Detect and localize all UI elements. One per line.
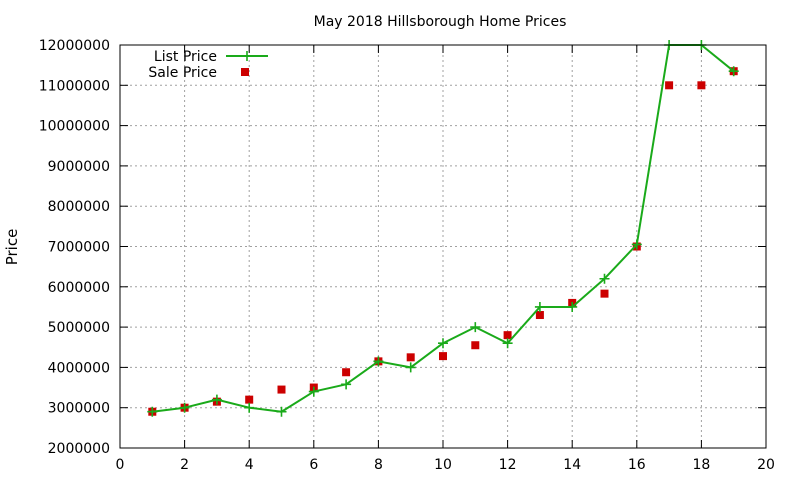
y-tick-label: 3000000 — [48, 401, 110, 417]
x-tick-label: 18 — [692, 457, 710, 473]
axis-ticks: 2000000 3000000 4000000 5000000 6000000 70000… — [39, 38, 775, 473]
list-price-marker — [534, 301, 545, 312]
sale-price-marker — [277, 385, 286, 394]
list-price-marker — [244, 402, 255, 413]
legend-swatch-sale-price — [241, 68, 249, 76]
list-price-marker — [599, 273, 610, 284]
y-tick-label: 10000000 — [39, 119, 110, 135]
legend-swatch-list-price-marker — [242, 51, 252, 61]
list-price-marker — [179, 402, 190, 413]
list-price-marker — [631, 239, 642, 250]
x-tick-label: 10 — [434, 457, 452, 473]
y-tick-label: 8000000 — [48, 199, 110, 215]
list-price-marker — [211, 394, 222, 405]
list-price-marker — [276, 406, 287, 417]
list-price-marker — [470, 322, 481, 333]
list-price-marker — [341, 379, 352, 390]
x-tick-label: 4 — [245, 457, 254, 473]
sale-price-marker — [697, 81, 706, 90]
y-tick-label: 4000000 — [48, 360, 110, 376]
sale-price-marker — [600, 289, 609, 298]
legend-label-sale-price: Sale Price — [148, 65, 217, 81]
grid-lines — [120, 45, 766, 448]
sale-price-marker — [342, 368, 351, 377]
list-price-marker — [147, 406, 158, 417]
sale-price-marker — [503, 331, 512, 340]
x-tick-label: 14 — [563, 457, 581, 473]
x-tick-label: 8 — [374, 457, 383, 473]
list-price-marker — [728, 66, 739, 77]
plot-frame — [119, 44, 767, 449]
y-tick-label: 6000000 — [48, 280, 110, 296]
y-tick-label: 5000000 — [48, 320, 110, 336]
x-tick-label: 6 — [309, 457, 318, 473]
y-tick-label: 11000000 — [39, 78, 110, 94]
y-tick-label: 7000000 — [48, 240, 110, 256]
sale-price-marker — [439, 352, 447, 361]
sale-price-marker — [245, 395, 254, 404]
sale-price-marker — [471, 341, 480, 350]
list-price-marker — [405, 362, 416, 373]
list-price-marker — [438, 338, 448, 349]
list-price-marker — [373, 356, 384, 367]
list-price-marker — [308, 386, 319, 397]
legend-label-list-price: List Price — [154, 49, 217, 65]
x-tick-label: 2 — [180, 457, 189, 473]
list-price-marker — [502, 338, 513, 349]
x-tick-label: 0 — [116, 457, 125, 473]
x-tick-label: 12 — [499, 457, 517, 473]
y-tick-label: 2000000 — [48, 441, 110, 457]
y-tick-label: 12000000 — [39, 38, 110, 54]
list-price-marker — [567, 301, 578, 312]
chart-title: May 2018 Hillsborough Home Prices — [314, 14, 567, 30]
y-tick-label: 9000000 — [48, 159, 110, 175]
sale-price-marker — [406, 353, 415, 362]
y-axis-title: Price — [3, 229, 21, 266]
x-tick-label: 16 — [628, 457, 646, 473]
x-tick-label: 20 — [757, 457, 775, 473]
sale-price-marker — [665, 81, 674, 90]
sale-price-marker — [535, 311, 544, 320]
